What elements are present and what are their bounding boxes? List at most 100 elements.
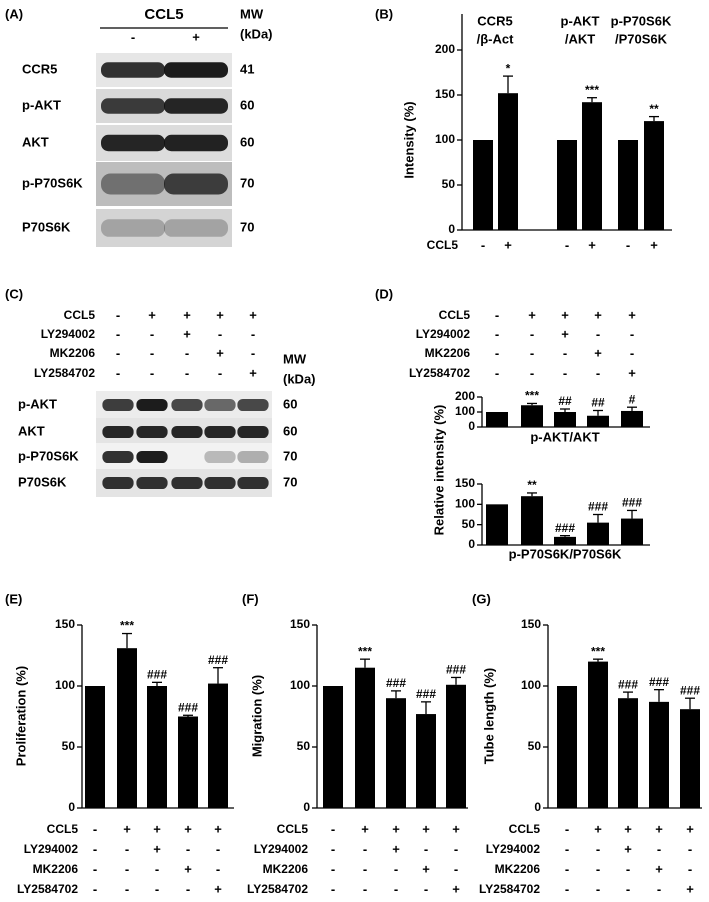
treatment-sign: - — [186, 881, 190, 896]
panel-label: (B) — [375, 6, 393, 21]
treatment-name: MK2206 — [263, 862, 309, 876]
y-tick-label: 0 — [468, 419, 475, 433]
molecular-weight: 70 — [240, 219, 254, 234]
treatment-sign: + — [183, 326, 191, 341]
bar — [649, 701, 669, 808]
significance-label: # — [629, 392, 636, 406]
blot-band — [164, 219, 228, 237]
molecular-weight: 41 — [240, 61, 254, 76]
bar — [557, 140, 577, 230]
treatment-sign: - — [596, 326, 600, 341]
treatment-sign: + — [249, 307, 257, 322]
bar — [117, 648, 137, 808]
treatment-sign: - — [218, 365, 222, 380]
treatment-sign: - — [131, 29, 135, 44]
treatment-name: CCL5 — [439, 308, 471, 322]
treatment-sign: + — [452, 881, 460, 896]
treatment-sign: + — [528, 307, 536, 322]
treatment-sign: + — [123, 821, 131, 836]
blot-band — [204, 398, 236, 412]
treatment-name: CCL5 — [509, 822, 541, 836]
treatment-sign: - — [185, 345, 189, 360]
treatment-sign: - — [150, 326, 154, 341]
treatment-name: LY2584702 — [247, 882, 308, 896]
y-tick-label: 100 — [455, 404, 475, 418]
group-label: CCR5 — [477, 13, 512, 28]
treatment-sign: - — [93, 861, 97, 876]
bar — [178, 716, 198, 808]
blot-band — [101, 219, 165, 237]
treatment-sign: - — [630, 326, 634, 341]
treatment-name: CCL5 — [47, 822, 79, 836]
panel-label: (A) — [5, 6, 23, 21]
y-tick-label: 200 — [435, 42, 455, 56]
y-tick-label: 50 — [297, 739, 311, 753]
treatment-sign: - — [93, 881, 97, 896]
treatment-sign: - — [565, 861, 569, 876]
treatment-sign: + — [650, 237, 658, 252]
y-axis-label: Migration (%) — [249, 675, 264, 757]
molecular-weight: 60 — [240, 134, 254, 149]
y-tick-label: 150 — [435, 87, 455, 101]
significance-label: ** — [527, 478, 537, 492]
treatment-name: LY2584702 — [34, 366, 95, 380]
y-tick-label: 50 — [442, 177, 456, 191]
y-tick-label: 0 — [448, 222, 455, 236]
treatment-sign: - — [626, 881, 630, 896]
treatment-sign: - — [688, 861, 692, 876]
bar — [473, 140, 493, 230]
treatment-sign: - — [454, 861, 458, 876]
bar — [521, 496, 543, 545]
treatment-sign: - — [495, 307, 499, 322]
blot-band — [237, 425, 269, 439]
y-tick-label: 100 — [290, 678, 310, 692]
blot-header: CCL5 — [144, 6, 183, 23]
bar — [680, 709, 700, 808]
bar — [587, 522, 609, 545]
group-label: /β-Act — [477, 31, 514, 46]
treatment-name: LY294002 — [254, 842, 309, 856]
group-label: p-AKT — [561, 13, 600, 28]
treatment-sign: - — [116, 307, 120, 322]
blot-band — [237, 398, 269, 412]
blot-band — [164, 134, 228, 152]
treatment-sign: - — [495, 365, 499, 380]
treatment-sign: + — [624, 821, 632, 836]
molecular-weight: 60 — [283, 423, 297, 438]
blot-band — [136, 425, 168, 439]
significance-label: *** — [525, 389, 539, 403]
group-label: p-P70S6K — [611, 13, 672, 28]
treatment-sign: - — [116, 326, 120, 341]
significance-label: ### — [555, 521, 575, 535]
treatment-sign: - — [116, 345, 120, 360]
blot-band — [136, 398, 168, 412]
y-tick-label: 100 — [521, 678, 541, 692]
treatment-name: MK2206 — [495, 862, 541, 876]
treatment-sign: + — [216, 345, 224, 360]
treatment-sign: - — [93, 841, 97, 856]
treatment-sign: + — [249, 365, 257, 380]
treatment-sign: - — [424, 841, 428, 856]
treatment-sign: - — [125, 881, 129, 896]
significance-label: *** — [585, 83, 599, 97]
blot-band — [101, 173, 165, 195]
treatment-sign: + — [452, 821, 460, 836]
treatment-sign: + — [686, 821, 694, 836]
y-tick-label: 50 — [528, 739, 542, 753]
treatment-sign: - — [626, 237, 630, 252]
bar — [147, 686, 167, 808]
significance-label: * — [506, 61, 511, 75]
significance-label: ### — [680, 683, 700, 697]
bar — [446, 684, 466, 808]
blot-row-name: p-P70S6K — [18, 448, 79, 463]
blot-band — [171, 476, 203, 490]
treatment-sign: - — [186, 841, 190, 856]
treatment-sign: - — [596, 861, 600, 876]
panel-label: (C) — [5, 286, 23, 301]
molecular-weight: 70 — [283, 448, 297, 463]
molecular-weight: 60 — [283, 396, 297, 411]
bar — [554, 412, 576, 427]
bar — [208, 683, 228, 808]
blot-band — [102, 398, 134, 412]
